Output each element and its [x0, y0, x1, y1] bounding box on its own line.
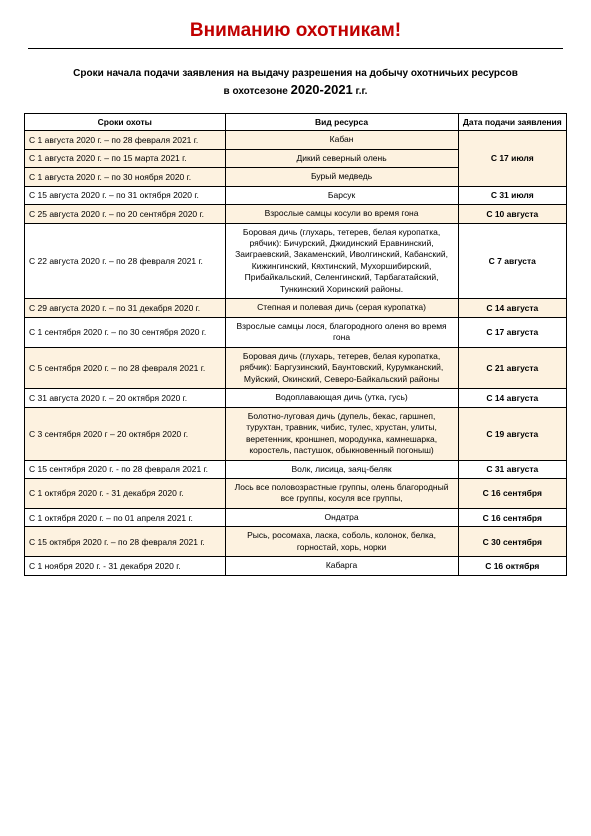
- header-period: Сроки охоты: [25, 114, 226, 131]
- cell-date: С 16 октября: [458, 557, 566, 575]
- cell-resource: Волк, лисица, заяц-беляк: [225, 460, 458, 478]
- cell-resource: Дикий северный олень: [225, 149, 458, 167]
- hunting-table: Сроки охоты Вид ресурса Дата подачи заяв…: [24, 113, 567, 576]
- subtitle-line2-prefix: в охотсезоне: [224, 86, 291, 97]
- table-row: С 15 октября 2020 г. – по 28 февраля 202…: [25, 527, 567, 557]
- table-row: С 1 сентября 2020 г. – по 30 сентября 20…: [25, 317, 567, 347]
- table-row: С 31 августа 2020 г. – 20 октября 2020 г…: [25, 389, 567, 407]
- subtitle-line2-suffix: г.г.: [353, 86, 368, 97]
- cell-resource: Кабан: [225, 131, 458, 149]
- cell-resource: Взрослые самцы лося, благородного оленя …: [225, 317, 458, 347]
- table-row: С 1 августа 2020 г. – по 28 февраля 2021…: [25, 131, 567, 149]
- cell-resource: Болотно-луговая дичь (дупель, бекас, гар…: [225, 407, 458, 460]
- cell-resource: Рысь, росомаха, ласка, соболь, колонок, …: [225, 527, 458, 557]
- cell-resource: Степная и полевая дичь (серая куропатка): [225, 299, 458, 317]
- table-row: С 1 октября 2020 г. – по 01 апреля 2021 …: [25, 508, 567, 526]
- cell-date: С 31 июля: [458, 186, 566, 204]
- cell-resource: Боровая дичь (глухарь, тетерев, белая ку…: [225, 347, 458, 388]
- table-row: С 3 сентября 2020 г – 20 октября 2020 г.…: [25, 407, 567, 460]
- cell-date: С 16 сентября: [458, 508, 566, 526]
- table-row: С 22 августа 2020 г. – по 28 февраля 202…: [25, 223, 567, 299]
- title-underline: [28, 48, 563, 49]
- table-row: С 5 сентября 2020 г. – по 28 февраля 202…: [25, 347, 567, 388]
- cell-period: С 3 сентября 2020 г – 20 октября 2020 г.: [25, 407, 226, 460]
- cell-date: С 17 августа: [458, 317, 566, 347]
- cell-period: С 1 августа 2020 г. – по 28 февраля 2021…: [25, 131, 226, 149]
- cell-resource: Водоплавающая дичь (утка, гусь): [225, 389, 458, 407]
- cell-date: С 30 сентября: [458, 527, 566, 557]
- cell-period: С 15 октября 2020 г. – по 28 февраля 202…: [25, 527, 226, 557]
- cell-date: С 7 августа: [458, 223, 566, 299]
- cell-resource: Кабарга: [225, 557, 458, 575]
- cell-resource: Взрослые самцы косули во время гона: [225, 205, 458, 223]
- cell-period: С 1 октября 2020 г. – по 01 апреля 2021 …: [25, 508, 226, 526]
- table-row: С 15 сентября 2020 г. - по 28 февраля 20…: [25, 460, 567, 478]
- cell-period: С 1 ноября 2020 г. - 31 декабря 2020 г.: [25, 557, 226, 575]
- table-row: С 25 августа 2020 г. – по 20 сентября 20…: [25, 205, 567, 223]
- cell-date: С 17 июля: [458, 131, 566, 186]
- cell-period: С 5 сентября 2020 г. – по 28 февраля 202…: [25, 347, 226, 388]
- table-body: С 1 августа 2020 г. – по 28 февраля 2021…: [25, 131, 567, 576]
- page-subtitle: Сроки начала подачи заявления на выдачу …: [24, 67, 567, 99]
- cell-resource: Лось все половозрастные группы, олень бл…: [225, 478, 458, 508]
- table-row: С 29 августа 2020 г. – по 31 декабря 202…: [25, 299, 567, 317]
- cell-date: С 14 августа: [458, 389, 566, 407]
- subtitle-line1: Сроки начала подачи заявления на выдачу …: [73, 68, 518, 79]
- cell-date: С 21 августа: [458, 347, 566, 388]
- subtitle-season: 2020-2021: [291, 82, 353, 97]
- cell-date: С 10 августа: [458, 205, 566, 223]
- cell-period: С 15 августа 2020 г. – по 31 октября 202…: [25, 186, 226, 204]
- cell-date: С 31 августа: [458, 460, 566, 478]
- cell-period: С 1 августа 2020 г. – по 30 ноября 2020 …: [25, 168, 226, 186]
- table-row: С 15 августа 2020 г. – по 31 октября 202…: [25, 186, 567, 204]
- cell-period: С 15 сентября 2020 г. - по 28 февраля 20…: [25, 460, 226, 478]
- cell-date: С 14 августа: [458, 299, 566, 317]
- cell-period: С 1 октября 2020 г. - 31 декабря 2020 г.: [25, 478, 226, 508]
- header-date: Дата подачи заявления: [458, 114, 566, 131]
- table-row: С 1 ноября 2020 г. - 31 декабря 2020 г.К…: [25, 557, 567, 575]
- cell-period: С 1 августа 2020 г. – по 15 марта 2021 г…: [25, 149, 226, 167]
- cell-period: С 1 сентября 2020 г. – по 30 сентября 20…: [25, 317, 226, 347]
- cell-resource: Боровая дичь (глухарь, тетерев, белая ку…: [225, 223, 458, 299]
- cell-period: С 25 августа 2020 г. – по 20 сентября 20…: [25, 205, 226, 223]
- page-title: Вниманию охотникам!: [24, 20, 567, 42]
- cell-date: С 19 августа: [458, 407, 566, 460]
- table-header-row: Сроки охоты Вид ресурса Дата подачи заяв…: [25, 114, 567, 131]
- cell-period: С 29 августа 2020 г. – по 31 декабря 202…: [25, 299, 226, 317]
- table-row: С 1 октября 2020 г. - 31 декабря 2020 г.…: [25, 478, 567, 508]
- header-resource: Вид ресурса: [225, 114, 458, 131]
- cell-period: С 31 августа 2020 г. – 20 октября 2020 г…: [25, 389, 226, 407]
- cell-period: С 22 августа 2020 г. – по 28 февраля 202…: [25, 223, 226, 299]
- cell-resource: Бурый медведь: [225, 168, 458, 186]
- cell-resource: Барсук: [225, 186, 458, 204]
- cell-date: С 16 сентября: [458, 478, 566, 508]
- cell-resource: Ондатра: [225, 508, 458, 526]
